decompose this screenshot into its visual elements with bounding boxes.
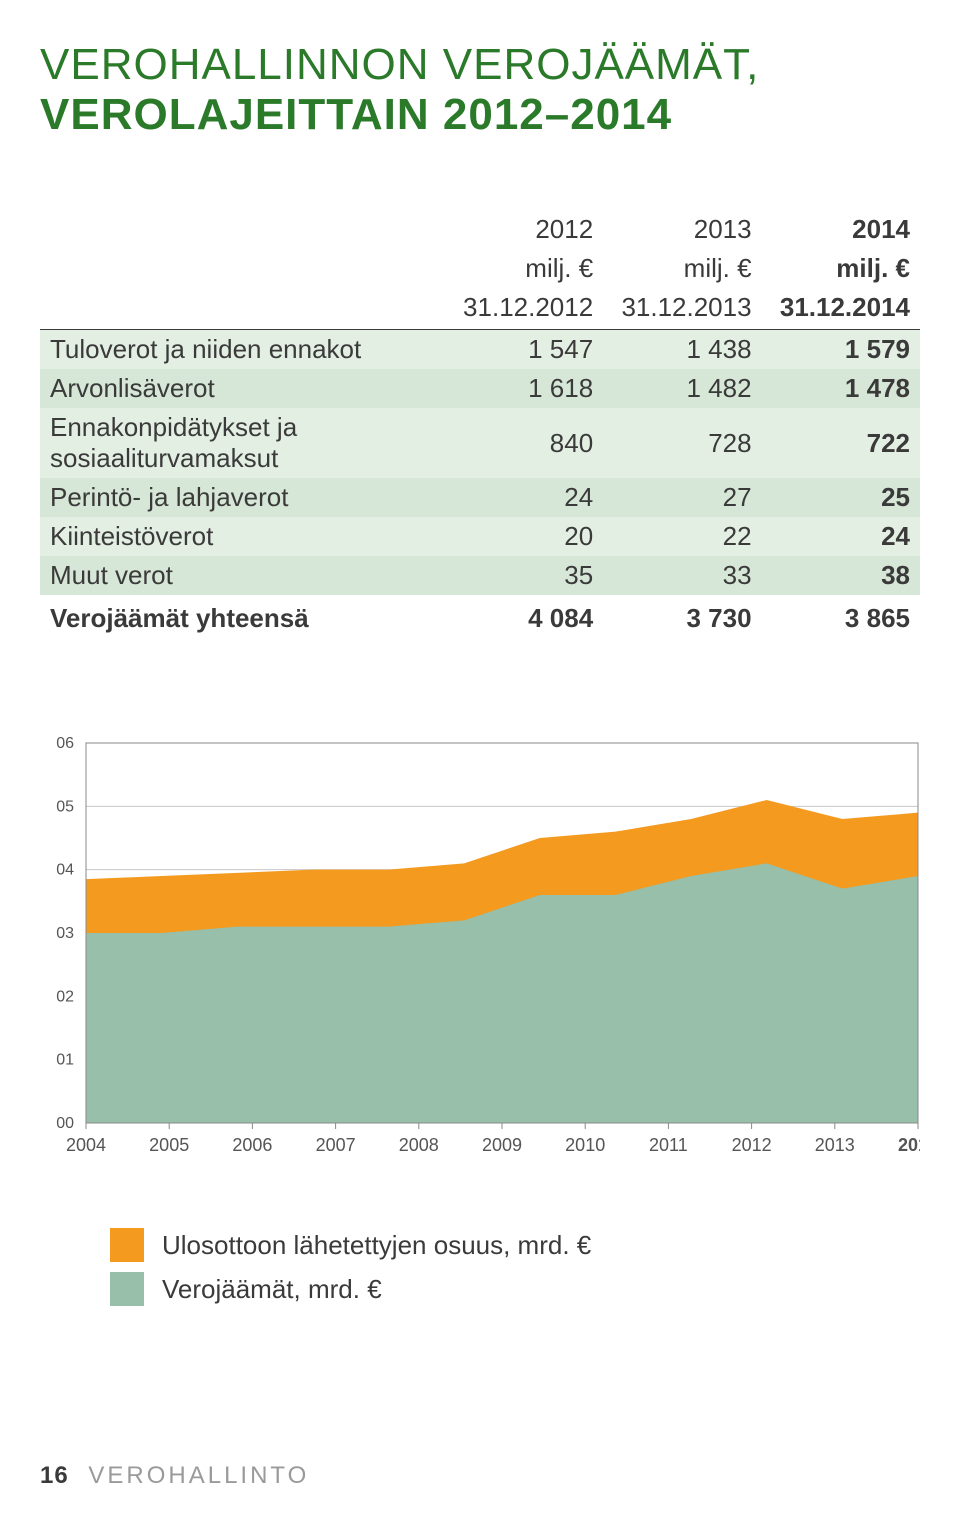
row-value: 1 482 xyxy=(603,369,761,408)
svg-text:2013: 2013 xyxy=(815,1135,855,1155)
row-value: 25 xyxy=(762,478,920,517)
table-total-row: Verojäämät yhteensä4 0843 7303 865 xyxy=(40,595,920,638)
tax-arrears-table: 2012 2013 2014 milj. € milj. € milj. € 3… xyxy=(40,210,920,638)
total-value: 3 730 xyxy=(603,595,761,638)
row-value: 728 xyxy=(603,408,761,478)
legend-swatch-orange xyxy=(110,1228,144,1262)
table-row: Arvonlisäverot1 6181 4821 478 xyxy=(40,369,920,408)
legend-label-verojaamat: Verojäämät, mrd. € xyxy=(162,1274,382,1305)
page-number: 16 xyxy=(40,1462,69,1489)
page-footer: 16 VEROHALLINTO xyxy=(40,1462,309,1490)
svg-text:2011: 2011 xyxy=(649,1135,688,1155)
footer-brand: VEROHALLINTO xyxy=(88,1462,309,1489)
col-header-date-2013: 31.12.2013 xyxy=(603,288,761,330)
total-value: 3 865 xyxy=(762,595,920,638)
col-header-year-2013: 2013 xyxy=(603,210,761,249)
chart-legend: Ulosottoon lähetettyjen osuus, mrd. € Ve… xyxy=(40,1228,920,1306)
row-label: Arvonlisäverot xyxy=(40,369,445,408)
row-value: 22 xyxy=(603,517,761,556)
col-header-unit-2012: milj. € xyxy=(445,249,603,288)
svg-text:02: 02 xyxy=(56,988,74,1005)
col-header-unit-2013: milj. € xyxy=(603,249,761,288)
row-value: 24 xyxy=(762,517,920,556)
row-label: Perintö- ja lahjaverot xyxy=(40,478,445,517)
col-header-date-2012: 31.12.2012 xyxy=(445,288,603,330)
col-header-year-2012: 2012 xyxy=(445,210,603,249)
title-line-2: VEROLAJEITTAIN 2012–2014 xyxy=(40,90,920,140)
table-row: Muut verot353338 xyxy=(40,556,920,595)
row-label: Kiinteistöverot xyxy=(40,517,445,556)
svg-text:2006: 2006 xyxy=(232,1135,272,1155)
row-value: 24 xyxy=(445,478,603,517)
svg-text:2012: 2012 xyxy=(732,1135,772,1155)
row-label: Tuloverot ja niiden ennakot xyxy=(40,330,445,370)
svg-text:2008: 2008 xyxy=(399,1135,439,1155)
row-value: 1 618 xyxy=(445,369,603,408)
total-label: Verojäämät yhteensä xyxy=(40,595,445,638)
table-row: Kiinteistöverot202224 xyxy=(40,517,920,556)
svg-text:2004: 2004 xyxy=(66,1135,106,1155)
row-value: 1 547 xyxy=(445,330,603,370)
area-chart-svg: 00 01 02 03 04 05 06 2004 2005 2006 2007 2008 2009 20… xyxy=(40,733,920,1193)
row-value: 1 478 xyxy=(762,369,920,408)
row-value: 1 438 xyxy=(603,330,761,370)
col-header-unit-2014: milj. € xyxy=(762,249,920,288)
row-value: 840 xyxy=(445,408,603,478)
col-header-date-2014: 31.12.2014 xyxy=(762,288,920,330)
total-value: 4 084 xyxy=(445,595,603,638)
table-row: Tuloverot ja niiden ennakot1 5471 4381 5… xyxy=(40,330,920,370)
row-value: 38 xyxy=(762,556,920,595)
legend-item-ulosottoon: Ulosottoon lähetettyjen osuus, mrd. € xyxy=(110,1228,920,1262)
row-label: Muut verot xyxy=(40,556,445,595)
row-value: 1 579 xyxy=(762,330,920,370)
table-row: Ennakonpidätykset ja sosiaaliturvamaksut… xyxy=(40,408,920,478)
svg-text:03: 03 xyxy=(56,925,74,942)
svg-text:06: 06 xyxy=(56,735,74,752)
row-value: 35 xyxy=(445,556,603,595)
svg-text:2014: 2014 xyxy=(898,1135,920,1155)
svg-text:2005: 2005 xyxy=(149,1135,189,1155)
area-chart: 00 01 02 03 04 05 06 2004 2005 2006 2007 2008 2009 20… xyxy=(40,733,920,1198)
svg-text:00: 00 xyxy=(56,1115,74,1132)
row-value: 27 xyxy=(603,478,761,517)
row-value: 722 xyxy=(762,408,920,478)
row-label: Ennakonpidätykset ja sosiaaliturvamaksut xyxy=(40,408,445,478)
page-title: VEROHALLINNON VEROJÄÄMÄT, VEROLAJEITTAIN… xyxy=(40,40,920,140)
legend-item-verojaamat: Verojäämät, mrd. € xyxy=(110,1272,920,1306)
col-header-year-2014: 2014 xyxy=(762,210,920,249)
legend-label-ulosottoon: Ulosottoon lähetettyjen osuus, mrd. € xyxy=(162,1230,591,1261)
title-line-1: VEROHALLINNON VEROJÄÄMÄT, xyxy=(40,40,920,90)
row-value: 33 xyxy=(603,556,761,595)
row-value: 20 xyxy=(445,517,603,556)
svg-text:05: 05 xyxy=(56,798,74,815)
svg-text:2007: 2007 xyxy=(316,1135,356,1155)
svg-text:04: 04 xyxy=(56,862,74,879)
svg-text:01: 01 xyxy=(56,1052,74,1069)
legend-swatch-green xyxy=(110,1272,144,1306)
svg-text:2010: 2010 xyxy=(565,1135,605,1155)
svg-text:2009: 2009 xyxy=(482,1135,522,1155)
table-row: Perintö- ja lahjaverot242725 xyxy=(40,478,920,517)
